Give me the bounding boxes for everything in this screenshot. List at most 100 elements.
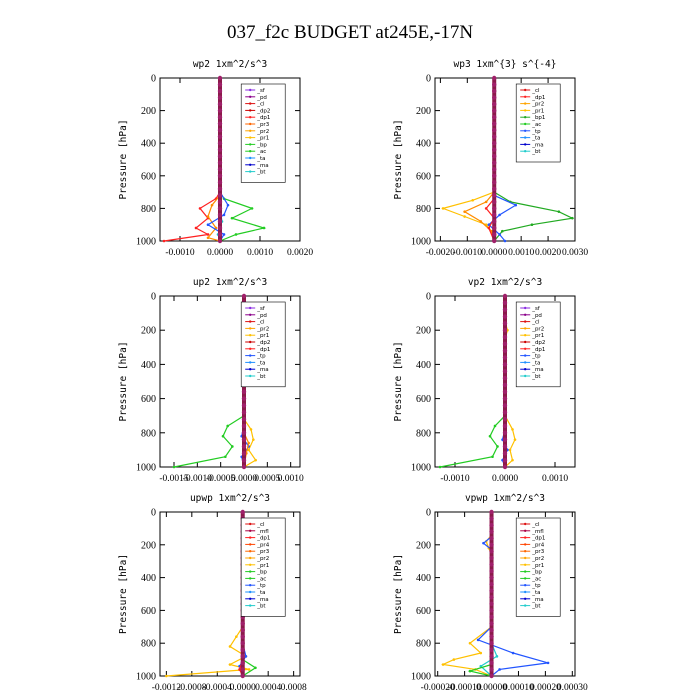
legend-marker — [249, 334, 252, 337]
zero-profile-marker — [489, 601, 494, 607]
legend-label: _dp1 — [531, 536, 545, 542]
zero-profile-marker — [502, 307, 508, 312]
legend-marker — [249, 563, 252, 566]
legend-label: _bp — [531, 570, 542, 576]
legend-label: _mfl — [531, 529, 544, 535]
figure-title: 037_f2c BUDGET at245E,-17N — [226, 22, 474, 43]
x-tick-label: -0.0008 — [177, 683, 207, 693]
series-point — [513, 438, 517, 441]
zero-profile-marker — [492, 75, 497, 81]
zero-profile-marker — [489, 536, 494, 541]
y-tick-label: 0 — [151, 292, 156, 303]
zero-profile-marker — [217, 141, 223, 146]
legend-label: _bt — [531, 604, 541, 610]
zero-profile-marker — [217, 75, 223, 81]
legend-marker — [524, 150, 527, 153]
series-point — [222, 213, 226, 217]
legend-marker — [524, 334, 527, 337]
zero-profile-marker — [492, 101, 497, 107]
legend-marker — [249, 522, 252, 526]
legend-marker — [524, 584, 527, 587]
zero-profile-marker — [217, 206, 223, 211]
series-point — [252, 438, 255, 441]
series-point — [249, 428, 253, 431]
legend-label: _pr2 — [256, 556, 269, 562]
x-tick-label: -0.0020 — [426, 248, 456, 258]
legend-label: _ma — [256, 367, 268, 373]
x-tick-label: 0.0020 — [535, 248, 561, 258]
x-tick-label: 0.0010 — [278, 474, 304, 484]
x-tick-label: 0.0010 — [247, 248, 273, 258]
series-point — [452, 658, 456, 661]
zero-profile-marker — [492, 232, 497, 237]
series-point — [468, 669, 472, 673]
zero-profile-marker — [217, 95, 223, 100]
zero-profile-marker — [492, 238, 497, 244]
series-point — [484, 207, 488, 210]
zero-profile-marker — [489, 641, 494, 646]
series-point — [484, 200, 488, 204]
legend-label: _bp — [256, 142, 267, 148]
legend-label: _ta — [531, 360, 540, 366]
series-point — [479, 220, 483, 223]
series-point — [438, 465, 442, 469]
series-point — [498, 668, 501, 671]
series-point — [231, 445, 234, 448]
legend-marker — [249, 122, 252, 126]
legend-label: _ac — [531, 122, 541, 128]
legend-label: _pd — [531, 313, 542, 319]
legend-marker — [524, 129, 527, 132]
y-tick-label: 400 — [141, 573, 156, 584]
legend-label: _tp — [256, 354, 266, 360]
series-point — [468, 641, 472, 645]
zero-profile-marker — [217, 127, 223, 133]
panel-4: vp2 1xm^2/s^3 Pressure [hPa] 0 200 400 600 800… — [393, 277, 576, 484]
y-tick-label: 800 — [141, 639, 156, 650]
legend-label: _bt — [256, 374, 266, 380]
x-tick-label: 0.0005 — [254, 474, 280, 484]
legend-label: _pd — [256, 95, 267, 101]
zero-profile-marker — [217, 225, 223, 231]
legend-box — [515, 301, 561, 388]
y-axis-label: Pressure [hPa] — [393, 341, 404, 421]
series-point — [247, 668, 251, 671]
legend-marker — [249, 604, 252, 607]
series-line-bp — [219, 191, 267, 242]
panel-5: upwp 1xm^2/s^3 Pressure [hPa] 0 200 400 600 80… — [118, 493, 307, 693]
y-tick-label: 200 — [416, 540, 431, 551]
series-point — [226, 203, 230, 207]
series-point — [441, 663, 445, 666]
zero-profile-marker — [489, 667, 494, 672]
y-tick-label: 1000 — [411, 672, 431, 683]
legend-marker — [249, 368, 252, 371]
panel-title: up2 1xm^2/s^3 — [193, 277, 267, 288]
zero-profile-marker — [240, 647, 245, 652]
legend-marker — [249, 313, 252, 316]
y-tick-label: 400 — [416, 139, 431, 150]
series-point — [206, 233, 210, 236]
legend-marker — [524, 347, 527, 350]
y-tick-label: 200 — [141, 326, 156, 337]
zero-profile-marker — [240, 660, 245, 666]
legend-label: _bt — [531, 149, 541, 155]
zero-profile-marker — [240, 627, 245, 633]
legend-marker — [249, 536, 252, 539]
series-point — [234, 233, 238, 236]
zero-profile-marker — [502, 464, 508, 470]
zero-profile-marker — [489, 654, 494, 659]
series-point — [194, 226, 198, 230]
zero-profile-marker — [241, 389, 247, 394]
zero-profile-marker — [489, 627, 494, 633]
legend-label: _pr4 — [256, 542, 270, 548]
series-point — [482, 541, 485, 545]
legend-marker — [249, 150, 252, 153]
y-tick-label: 800 — [416, 639, 431, 650]
legend-marker — [249, 340, 252, 344]
zero-profile-marker — [492, 212, 497, 218]
legend-label: _cl — [256, 102, 265, 108]
zero-profile-marker — [217, 82, 223, 87]
series-point — [546, 661, 550, 665]
zero-profile-marker — [492, 186, 497, 192]
zero-profile-marker — [502, 430, 508, 435]
series-point — [221, 434, 225, 438]
